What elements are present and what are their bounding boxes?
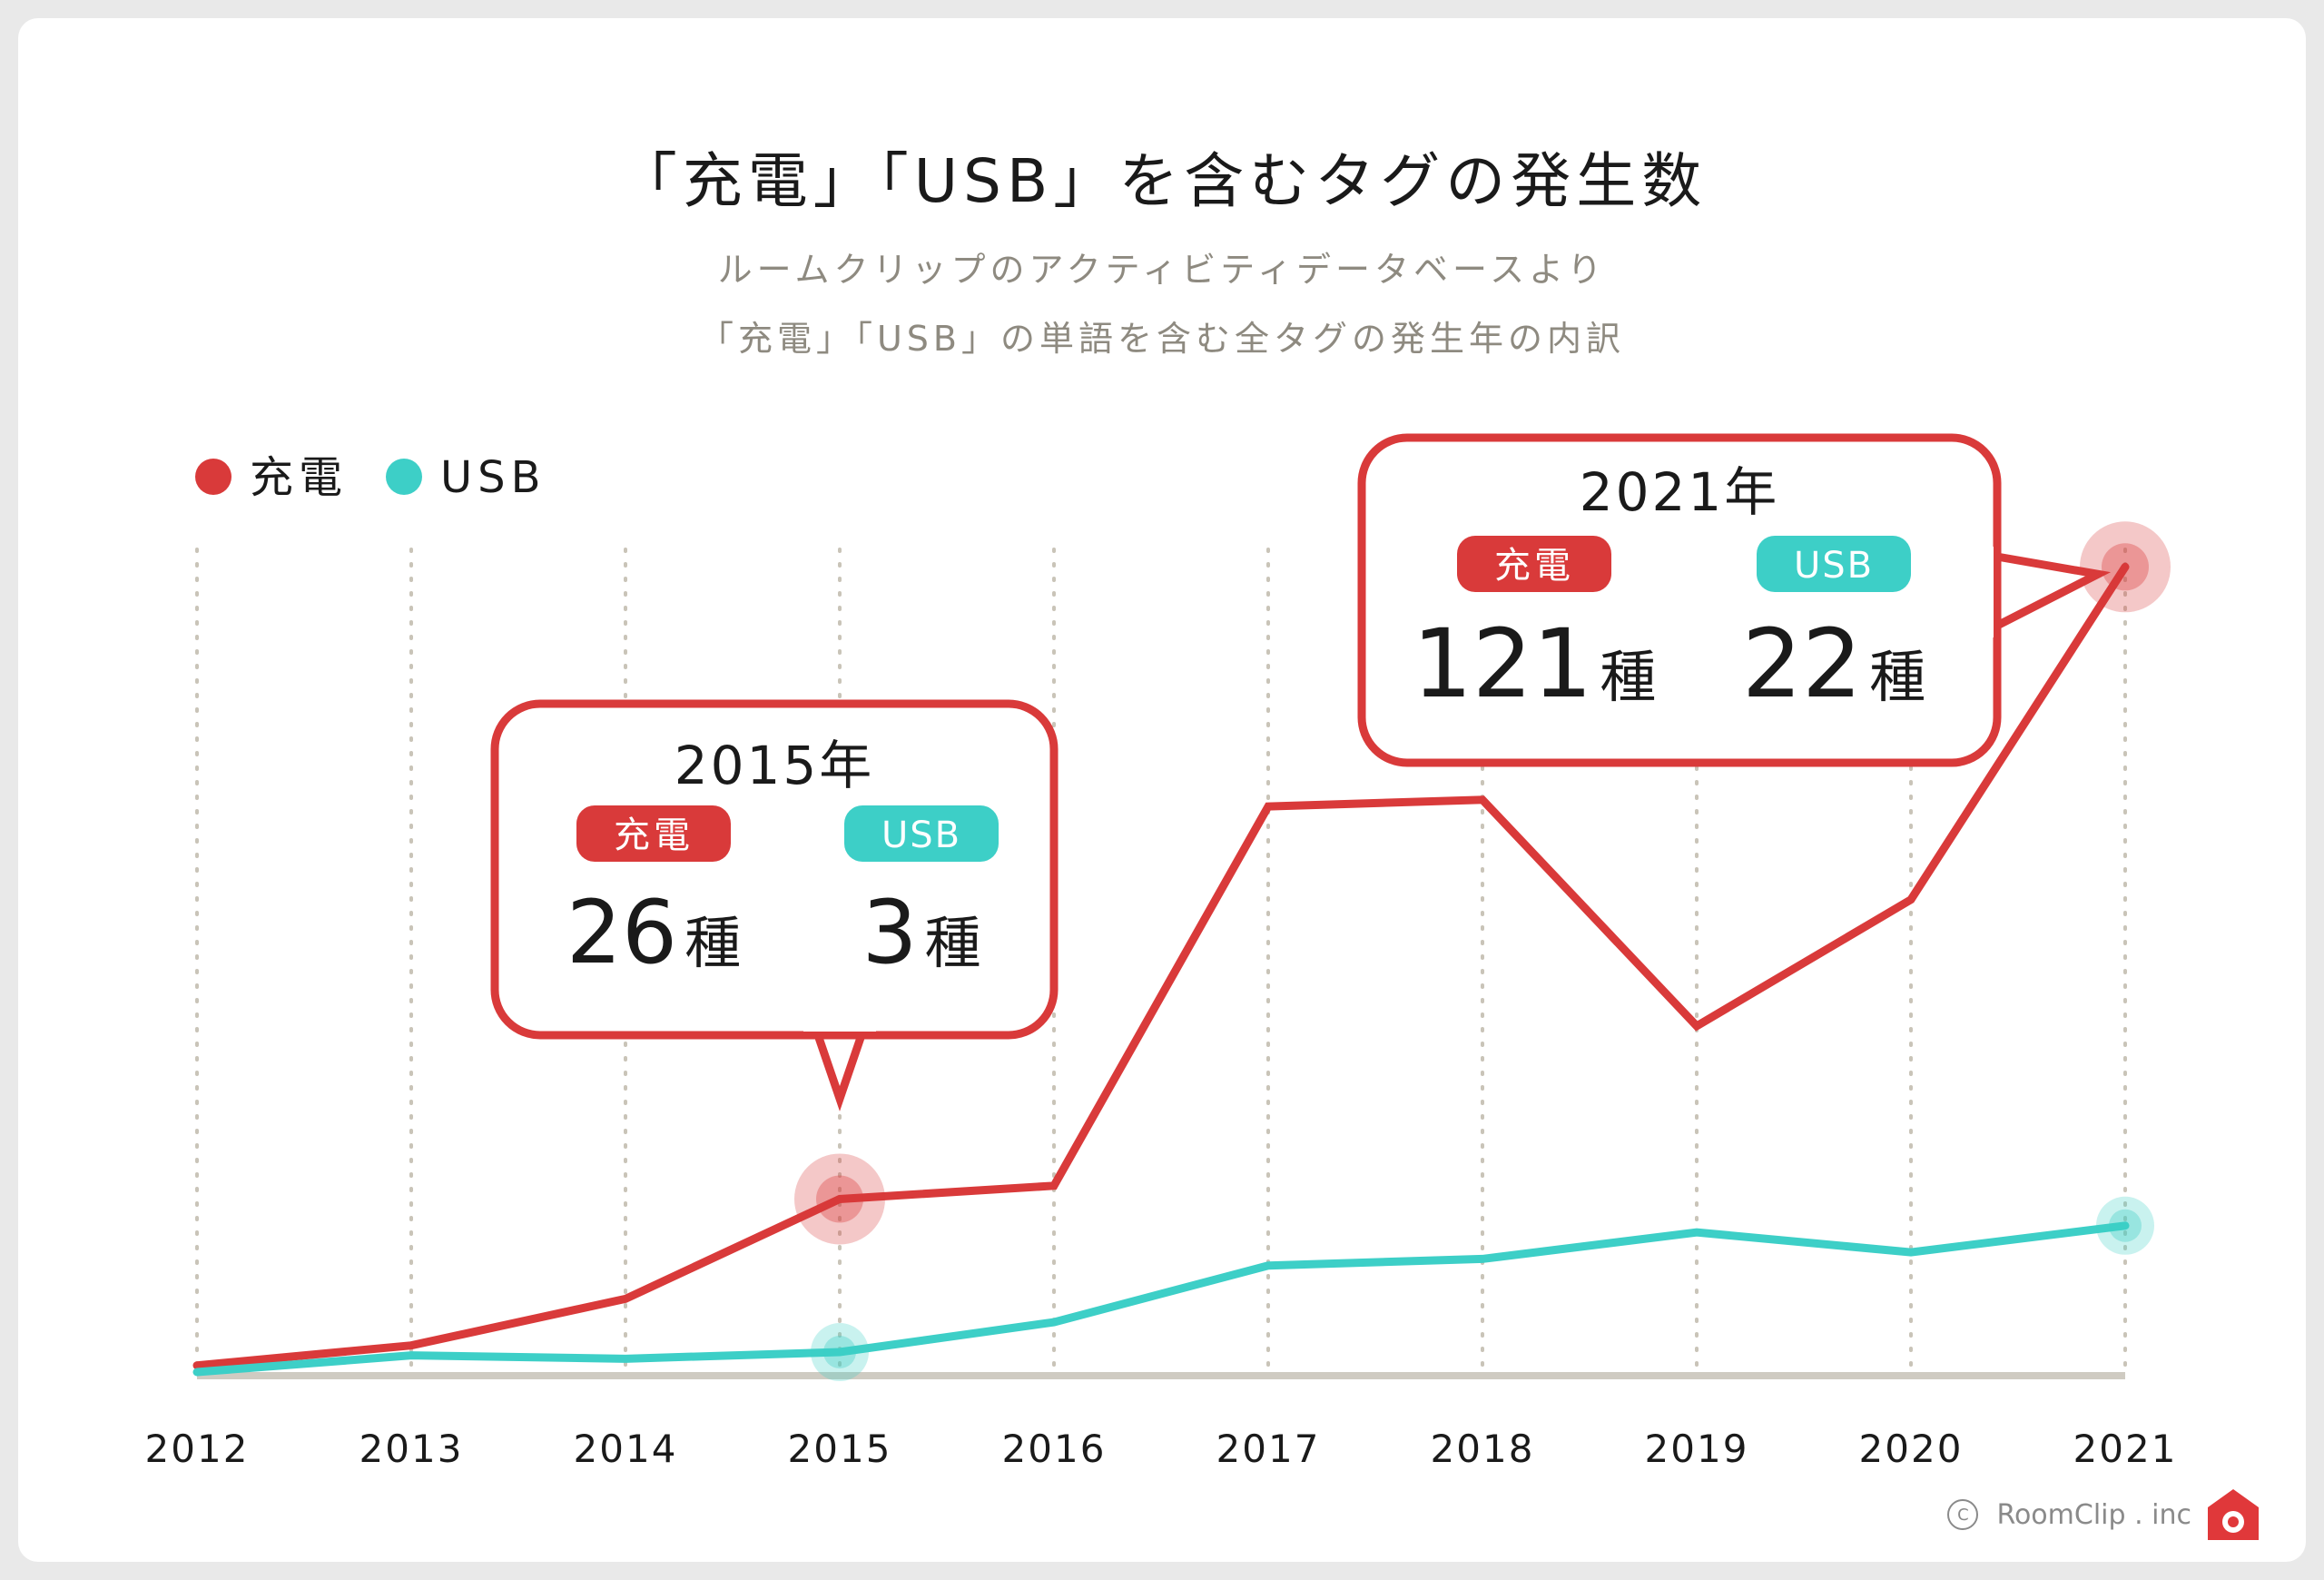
series-line-charge [192, 562, 2130, 1370]
chart-subtitle-line: ルームクリップのアクティビティデータベースより [718, 250, 1607, 290]
x-tick-label-2016: 2016 [1002, 1427, 1107, 1471]
callout-year-2021: 2021年 [1580, 461, 1780, 523]
callout-tail-2015 [810, 1025, 870, 1111]
x-tick-label-2021: 2021 [2073, 1427, 2178, 1471]
chart-card: 「充電」「USB」を含むタグの発生数ルームクリップのアクティビティデータベースよ… [18, 18, 2306, 1562]
legend-charge-label: 充電 [250, 452, 348, 503]
highlight-halo-2021-usb [2096, 1196, 2154, 1255]
x-tick-label-2013: 2013 [359, 1427, 464, 1471]
callout-tail-seam-2021 [1984, 547, 1994, 637]
legend-charge-marker [195, 459, 231, 495]
copyright-text: RoomClip . inc [1996, 1498, 2191, 1531]
callout-pill-usb-label-2021: USB [1794, 545, 1874, 587]
callout-unit-usb-2021: 種 [1869, 644, 1925, 710]
callout-pill-usb-2021 [1757, 536, 1911, 592]
x-tick-label-2015: 2015 [788, 1427, 892, 1471]
x-tick-label-2020: 2020 [1859, 1427, 1964, 1471]
footer: C RoomClip . inc [1947, 1486, 2262, 1544]
x-tick-label-2012: 2012 [145, 1427, 250, 1471]
highlight-point-2015-usb [823, 1336, 856, 1369]
chart-subtitle-line: 「充電」「USB」の単語を含む全タグの発生年の内訳 [699, 319, 1625, 359]
callout-unit-usb-2015: 種 [925, 910, 981, 976]
callout-pill-charge-label-2015: 充電 [614, 815, 694, 856]
callout-box-2021 [1357, 433, 2002, 767]
callout-tail-seam-2015 [803, 1022, 876, 1032]
callout-box-2015 [490, 699, 1059, 1040]
callout-unit-charge-2021: 種 [1600, 644, 1656, 710]
x-tick-label-2017: 2017 [1216, 1427, 1321, 1471]
copyright-icon: C [1947, 1499, 1979, 1530]
callout-pill-usb-2015 [844, 805, 999, 862]
callout-pill-usb-label-2015: USB [881, 815, 961, 856]
highlight-point-2021-charge [2102, 543, 2149, 591]
highlight-point-2021-usb [2109, 1209, 2142, 1242]
callout-pill-charge-2021 [1457, 536, 1611, 592]
x-tick-label-2014: 2014 [574, 1427, 678, 1471]
callout-unit-charge-2015: 種 [684, 910, 741, 976]
chart-canvas: 「充電」「USB」を含むタグの発生数ルームクリップのアクティビティデータベースよ… [145, 146, 2178, 1471]
legend-usb-marker [386, 459, 422, 495]
highlight-point-2015-charge [816, 1175, 863, 1223]
callout-number-charge-2021: 121 [1413, 608, 1593, 719]
callout-number-usb-2021: 22 [1742, 608, 1862, 719]
highlight-halo-2015-charge [794, 1153, 885, 1245]
x-tick-label-2019: 2019 [1645, 1427, 1749, 1471]
callout-pill-charge-label-2021: 充電 [1494, 545, 1574, 587]
highlight-halo-2015-usb [811, 1323, 869, 1382]
callout-year-2015: 2015年 [675, 735, 875, 796]
chart-title: 「充電」「USB」を含むタグの発生数 [617, 146, 1707, 216]
callout-number-usb-2015: 3 [862, 882, 917, 983]
legend-usb-label: USB [440, 452, 547, 503]
callout-number-charge-2015: 26 [566, 882, 677, 983]
roomclip-house-logo-icon [2208, 1489, 2259, 1540]
highlight-halo-2021-charge [2080, 521, 2171, 613]
callout-pill-charge-2015 [576, 805, 731, 862]
x-tick-label-2018: 2018 [1431, 1427, 1535, 1471]
series-line-usb [192, 1221, 2130, 1377]
callout-value-usb-2021: 22 種 [1742, 608, 1925, 719]
callout-value-charge-2015: 26 種 [566, 882, 741, 983]
callout-value-charge-2021: 121 種 [1413, 608, 1657, 719]
